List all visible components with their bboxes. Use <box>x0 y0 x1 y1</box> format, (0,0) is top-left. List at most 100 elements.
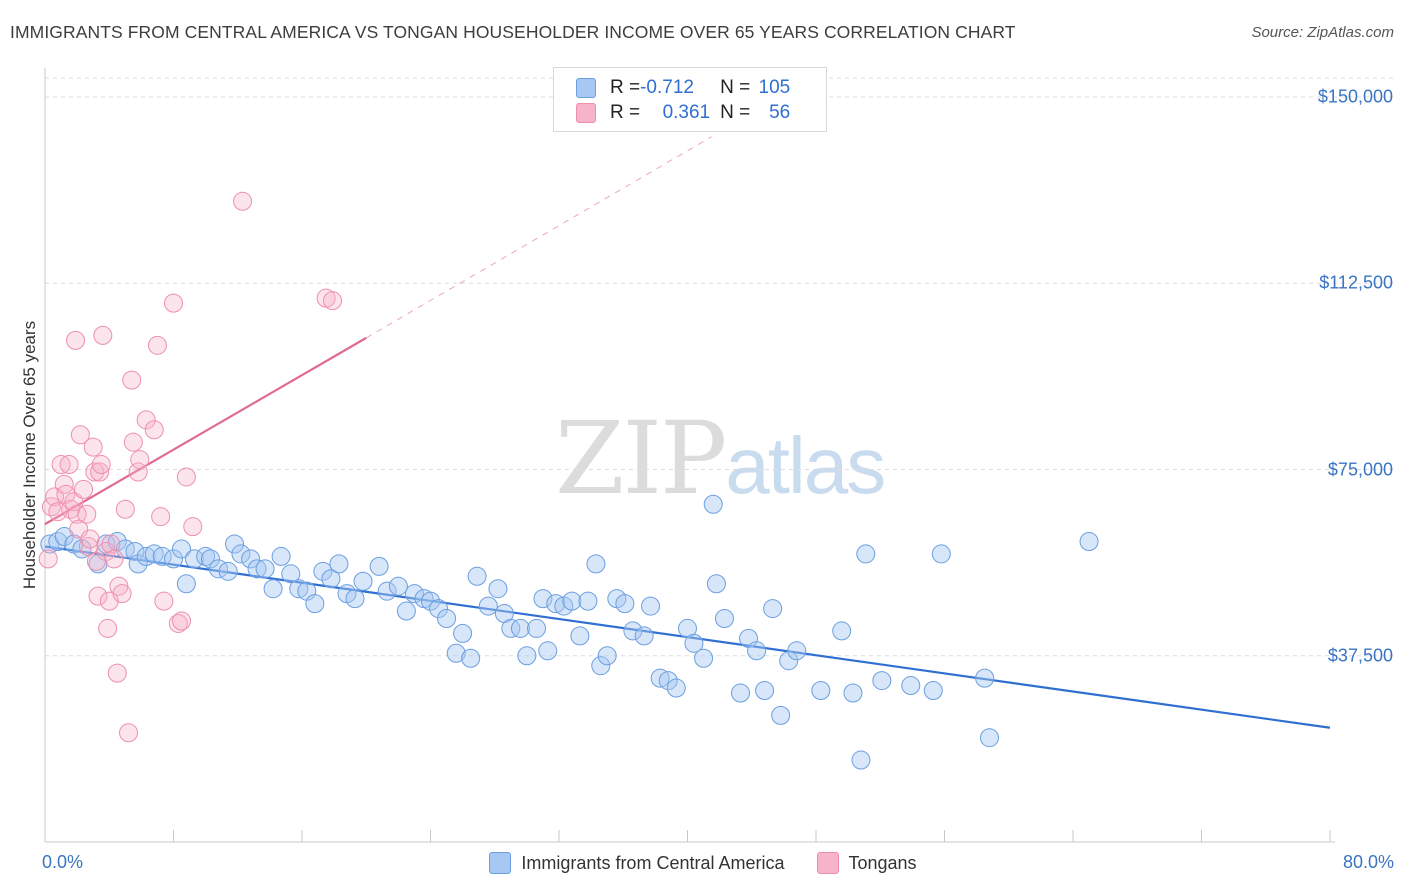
y-tick-label: $37,500 <box>1327 645 1393 666</box>
data-point-central-america <box>176 574 196 594</box>
data-point-central-america <box>305 594 325 614</box>
legend-row-tongans: R = 0.361 N = 56 <box>576 101 790 125</box>
data-point-tongans <box>119 723 139 743</box>
data-point-central-america <box>538 641 558 661</box>
data-point-tongans <box>112 584 132 604</box>
data-point-tongans <box>77 504 97 524</box>
legend-n-label: N = <box>720 77 751 98</box>
data-point-central-america <box>811 681 831 701</box>
data-point-tongans <box>85 462 105 482</box>
data-point-tongans <box>91 455 111 475</box>
data-point-central-america <box>658 671 678 691</box>
data-point-tongans <box>56 484 76 504</box>
data-point-central-america <box>446 643 466 663</box>
data-point-central-america <box>562 591 582 611</box>
data-point-central-america <box>478 596 498 616</box>
source-label: Source: ZipAtlas.com <box>1251 24 1394 41</box>
data-point-central-america <box>843 683 863 703</box>
data-point-central-america <box>517 646 537 666</box>
data-point-tongans <box>59 455 79 475</box>
data-point-central-america <box>591 656 611 676</box>
watermark-zip: ZIP <box>555 400 727 517</box>
data-point-central-america <box>196 546 216 566</box>
data-point-tongans <box>51 455 71 475</box>
data-point-central-america <box>225 534 245 554</box>
data-point-central-america <box>546 594 566 614</box>
series-legend-central-america[interactable]: Immigrants from Central America <box>489 852 785 874</box>
x-tick-label: 0.0% <box>42 852 84 872</box>
series-legend-tongans[interactable]: Tongans <box>816 852 917 874</box>
data-point-central-america <box>714 609 734 628</box>
data-point-central-america <box>241 549 261 569</box>
data-point-central-america <box>200 549 220 569</box>
data-point-central-america <box>488 579 508 599</box>
data-point-central-america <box>1079 532 1099 552</box>
data-point-central-america <box>461 648 481 668</box>
data-point-tongans <box>83 437 103 457</box>
data-point-tongans <box>104 549 124 569</box>
data-point-central-america <box>289 579 309 599</box>
data-point-tongans <box>122 370 142 390</box>
data-point-tongans <box>93 325 113 345</box>
data-point-tongans <box>172 611 192 631</box>
data-point-central-america <box>684 633 704 653</box>
data-point-tongans <box>144 420 164 440</box>
data-point-central-america <box>467 566 487 586</box>
data-point-tongans <box>70 425 90 445</box>
y-axis-label: Householder Income Over 65 years <box>20 320 39 590</box>
data-point-tongans <box>115 499 135 519</box>
trend-line <box>365 136 712 339</box>
data-point-central-america <box>703 494 723 514</box>
y-tick-label: $112,500 <box>1319 272 1393 293</box>
watermark: ZIPatlas <box>555 400 886 517</box>
data-point-tongans <box>54 474 74 494</box>
data-point-tongans <box>154 591 174 611</box>
data-point-tongans <box>74 479 94 499</box>
data-point-central-america <box>313 561 333 581</box>
legend-swatch-central-america <box>576 78 596 98</box>
data-point-tongans <box>67 504 87 524</box>
data-point-central-america <box>570 626 590 646</box>
legend-n-value: 105 <box>758 77 791 98</box>
correlation-legend: R = -0.712 N = 105 R = 0.361 N = 56 <box>553 67 827 132</box>
data-point-central-america <box>396 601 416 621</box>
data-point-central-america <box>578 591 598 611</box>
data-point-central-america <box>615 594 635 614</box>
x-tick-label: 80.0% <box>1342 852 1394 872</box>
legend-r-value: -0.712 <box>640 77 694 98</box>
data-point-central-america <box>901 676 921 696</box>
data-point-tongans <box>38 549 58 569</box>
data-point-central-america <box>747 641 767 661</box>
data-point-central-america <box>345 589 365 609</box>
data-point-central-america <box>281 564 301 584</box>
data-point-central-america <box>369 556 389 576</box>
data-point-tongans <box>80 529 100 549</box>
data-point-central-america <box>184 549 204 569</box>
data-point-central-america <box>510 618 530 638</box>
data-point-central-america <box>787 641 807 661</box>
data-point-central-america <box>533 589 553 609</box>
data-point-central-america <box>641 596 661 616</box>
legend-swatch-tongans <box>576 103 596 123</box>
data-point-central-america <box>832 621 852 641</box>
data-point-central-america <box>597 646 617 666</box>
data-point-central-america <box>923 681 943 701</box>
data-point-central-america <box>353 571 373 591</box>
data-point-central-america <box>694 648 714 668</box>
axes <box>44 68 1335 843</box>
data-point-central-america <box>731 683 751 703</box>
data-point-central-america <box>125 541 145 561</box>
data-point-central-america <box>527 618 547 638</box>
data-point-tongans <box>88 586 108 606</box>
data-point-tongans <box>233 191 253 211</box>
data-point-central-america <box>650 668 670 688</box>
data-point-central-america <box>666 678 686 698</box>
chart-title: IMMIGRANTS FROM CENTRAL AMERICA VS TONGA… <box>10 22 1016 42</box>
data-point-tongans <box>90 462 110 482</box>
data-point-central-america <box>779 651 799 671</box>
data-point-central-america <box>623 621 643 641</box>
data-points <box>38 191 1099 770</box>
data-point-central-america <box>263 579 283 599</box>
data-point-tongans <box>130 450 150 470</box>
